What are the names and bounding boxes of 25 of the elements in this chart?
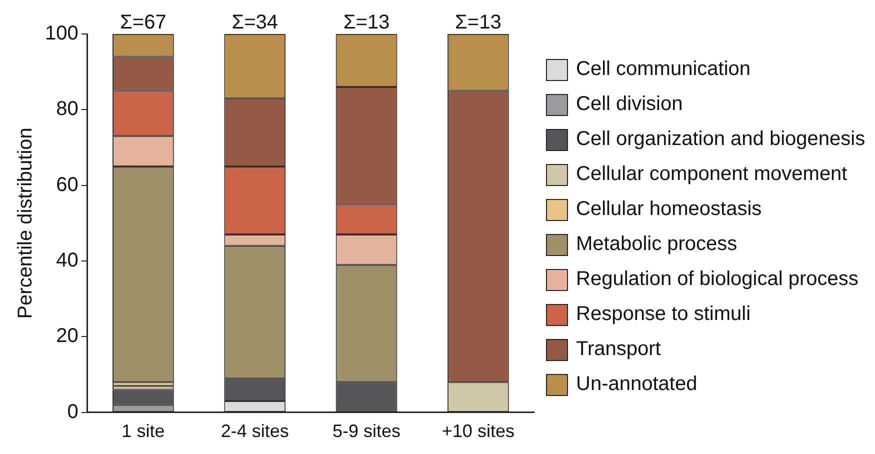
x-tick-label: 2-4 sites: [220, 421, 289, 442]
legend-label: Un-annotated: [576, 373, 698, 396]
y-axis-title: Percentile distribution: [14, 128, 37, 319]
legend-label: Cell division: [576, 93, 683, 116]
x-tick-label: +10 sites: [442, 421, 514, 442]
y-tick-label: 100: [44, 22, 78, 45]
legend-label: Cellular homeostasis: [576, 198, 762, 221]
x-tick-label: 1 site: [122, 421, 165, 442]
annotation: Σ=34: [232, 12, 278, 34]
y-tick-label: 20: [56, 325, 78, 348]
legend-label: Response to stimuli: [576, 303, 751, 326]
y-tick-label: 0: [67, 400, 78, 423]
annotation: Σ=67: [120, 12, 166, 34]
legend-label: Cellular component movement: [576, 163, 848, 186]
legend-label: Regulation of biological process: [576, 268, 858, 291]
annotation: Σ=13: [343, 12, 390, 34]
x-tick-label: 5-9 sites: [332, 421, 401, 442]
legend-label: Transport: [576, 338, 661, 361]
annotation: Σ=13: [455, 12, 502, 34]
y-tick-label: 80: [56, 98, 78, 120]
y-tick-label: 40: [56, 250, 78, 272]
y-tick-label: 60: [56, 174, 78, 196]
legend-label: Metabolic process: [576, 233, 738, 256]
legend-label: Cell organization and biogenesis: [576, 128, 866, 151]
legend-label: Cell communication: [576, 58, 751, 81]
